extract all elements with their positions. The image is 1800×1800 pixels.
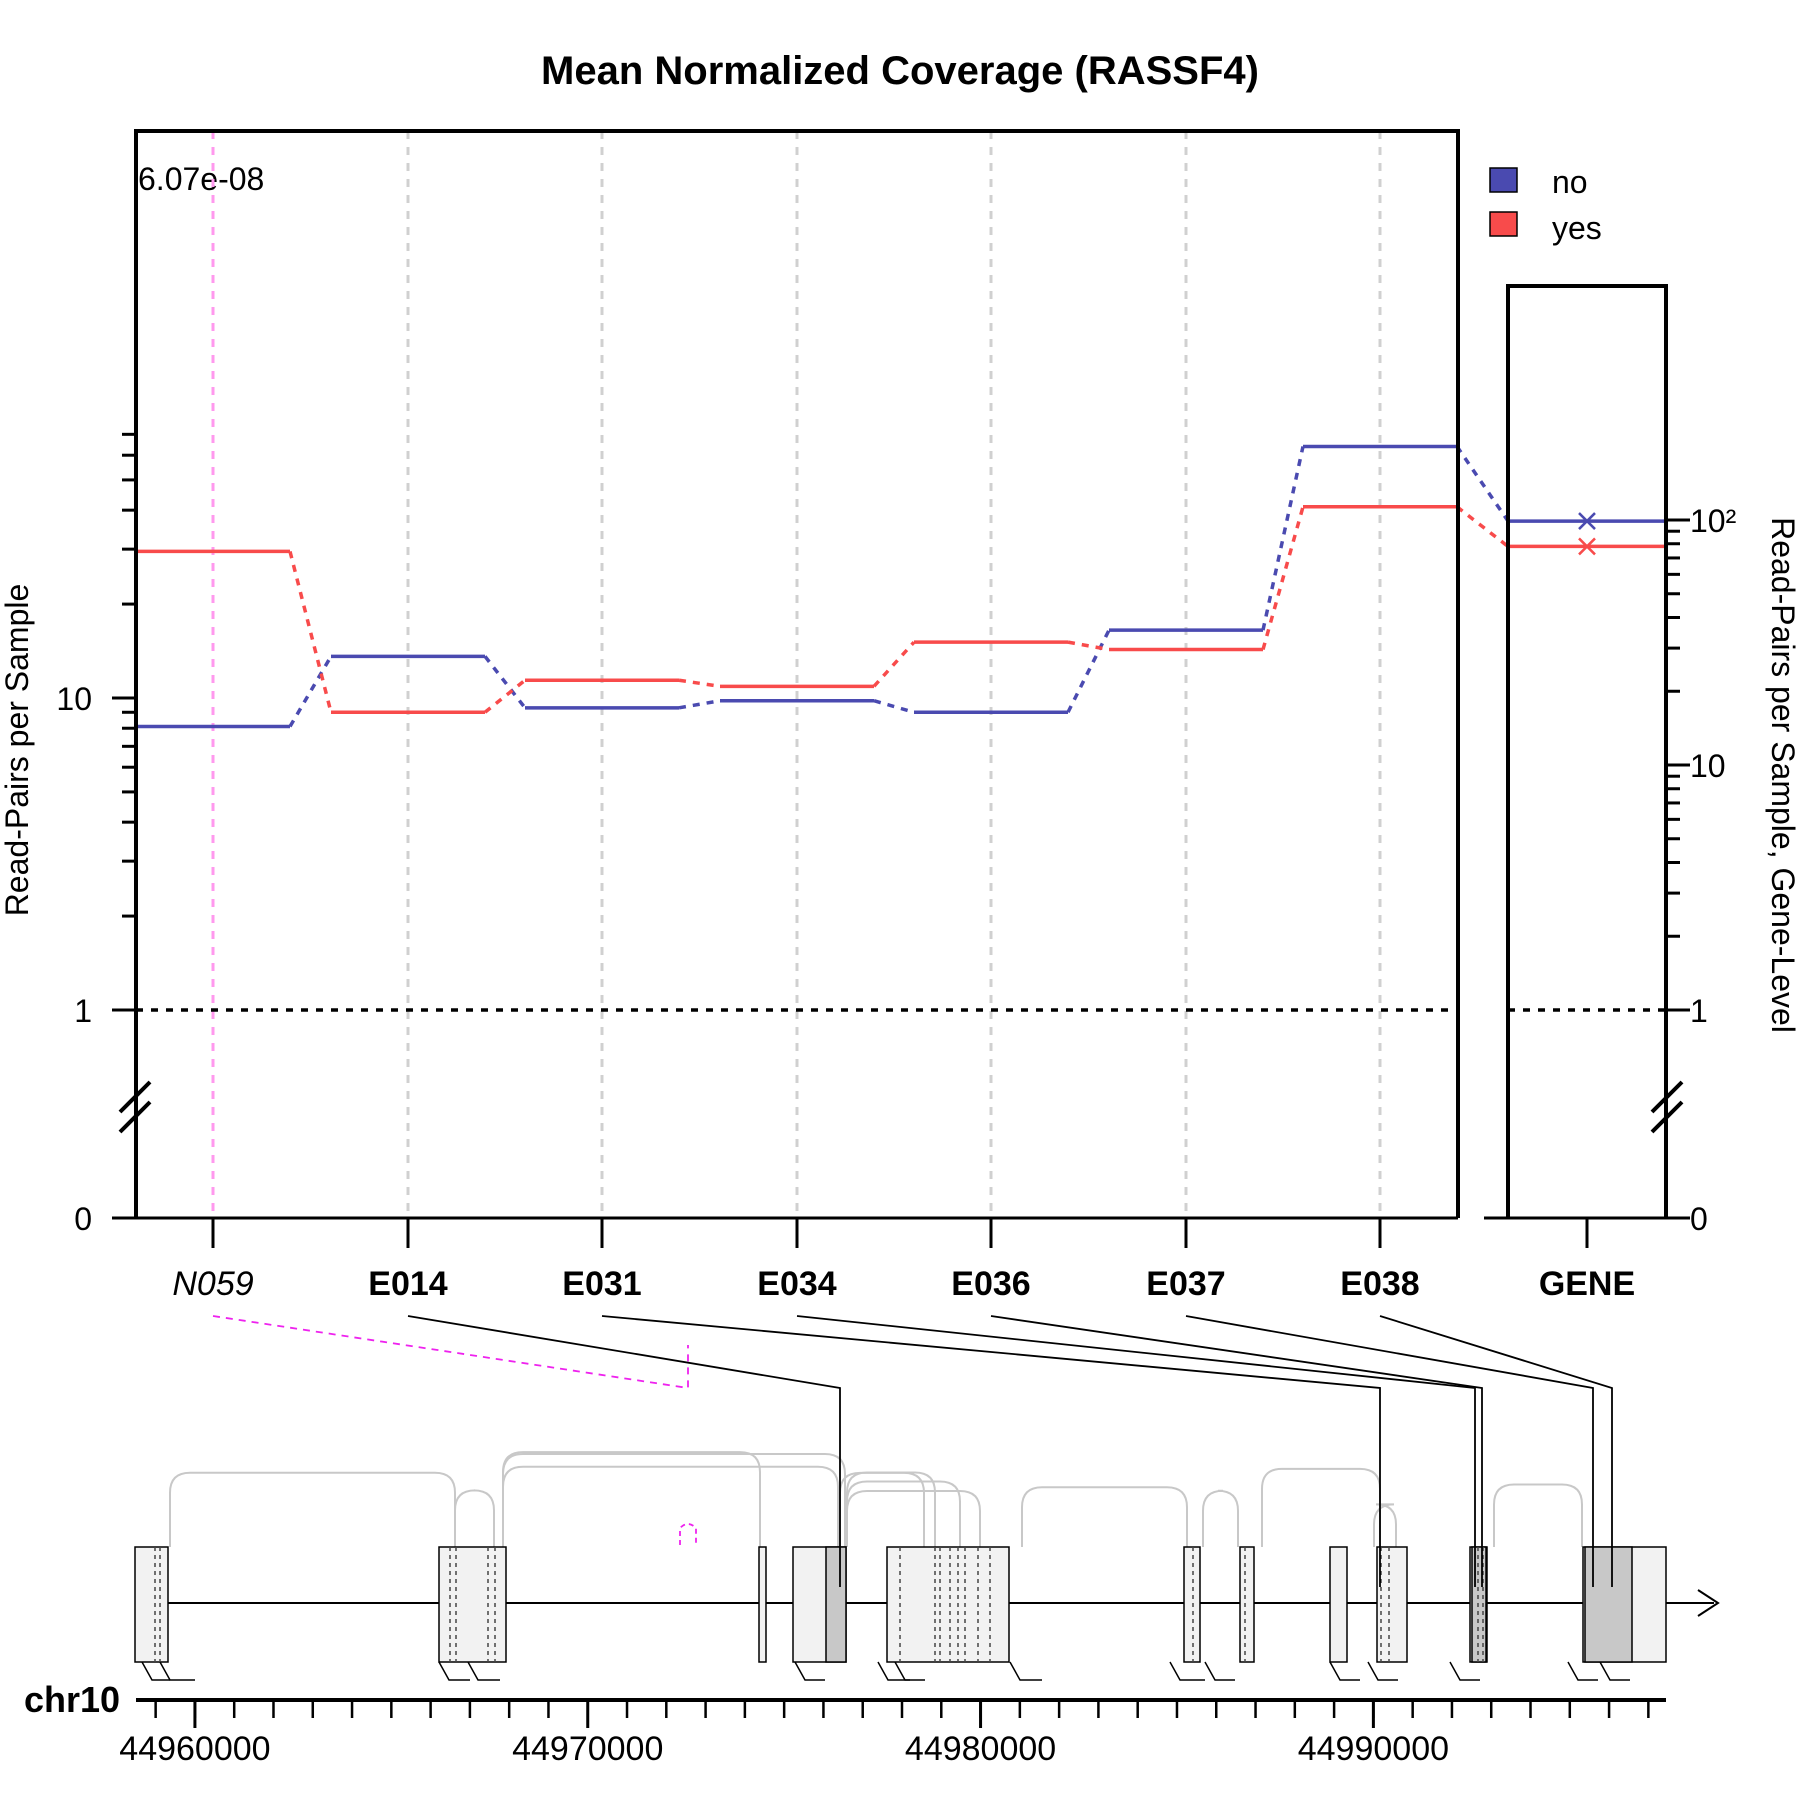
legend-label-no: no [1552, 164, 1588, 200]
splice-junction-arc [839, 1471, 925, 1547]
gene-panel-frame [1506, 284, 1668, 1218]
gene-y-tick-label: 10 [1690, 748, 1726, 784]
splice-junction-arc [454, 1489, 495, 1547]
chart-title: Mean Normalized Coverage (RASSF4) [541, 49, 1259, 93]
feature-mapping-connector [1185, 1315, 1594, 1587]
exon-box [1239, 1546, 1255, 1663]
exon-foot [794, 1661, 825, 1681]
genome-tick-label: 44980000 [905, 1730, 1056, 1768]
novel-junction-connector [212, 1315, 689, 1390]
gene-y-tick-label: 10² [1690, 503, 1737, 539]
splice-junction-arc [846, 1490, 981, 1547]
exon-foot [1204, 1661, 1235, 1681]
exon-foot [1449, 1661, 1480, 1681]
exon-box [438, 1546, 507, 1663]
splice-junction-arc [502, 1452, 846, 1547]
exon-foot [1567, 1661, 1598, 1681]
exon-foot [159, 1661, 195, 1681]
series-connector-no [873, 699, 915, 714]
feature-label-E014: E014 [368, 1265, 447, 1303]
series-gene-connector-yes [1455, 505, 1510, 548]
legend-swatch-yes [1489, 211, 1518, 237]
exon-foot [1009, 1661, 1042, 1681]
splice-junction-arc [169, 1471, 456, 1547]
genome-tick-label: 44960000 [119, 1730, 270, 1768]
exon-foot [467, 1661, 500, 1681]
exon-box [1183, 1546, 1201, 1663]
exon-foot [877, 1661, 910, 1681]
splice-junction-arc [1202, 1489, 1239, 1547]
series-connector-yes [1261, 506, 1305, 651]
splice-junction-arc [1373, 1503, 1397, 1547]
exon-foot [141, 1661, 170, 1681]
y-tick-label: 1 [74, 993, 92, 1029]
series-connector-no [483, 655, 527, 709]
splice-junction-arc [1493, 1483, 1583, 1547]
chromosome-label: chr10 [24, 1679, 120, 1720]
y-axis-title: Read-Pairs per Sample [0, 584, 35, 917]
series-connector-yes [872, 640, 916, 688]
genome-tick-label: 44970000 [512, 1730, 663, 1768]
gene-y-tick-label: 0 [1690, 1201, 1708, 1237]
series-gene-connector-no [1455, 445, 1510, 523]
exon-foot [1367, 1661, 1398, 1681]
exon-highlight [825, 1546, 847, 1663]
exon-foot [894, 1661, 925, 1681]
series-connector-no [678, 699, 721, 710]
exon-box [758, 1546, 767, 1663]
feature-mapping-connector [407, 1315, 841, 1587]
exon-foot [1329, 1661, 1360, 1681]
pvalue-label: 6.07e-08 [138, 161, 264, 197]
feature-mapping-connector [796, 1315, 1476, 1587]
exon-highlight [1584, 1546, 1633, 1663]
exon-box [1329, 1546, 1348, 1663]
feature-label-E036: E036 [951, 1265, 1030, 1303]
feature-mapping-connector [990, 1315, 1483, 1587]
feature-label-E037: E037 [1146, 1265, 1225, 1303]
gene-level-marker-yes [1578, 537, 1596, 556]
y-tick-label: 10 [56, 681, 92, 717]
exon-box [134, 1546, 169, 1663]
splice-junction-arc [1261, 1467, 1381, 1547]
splice-junction-arc [846, 1471, 936, 1547]
gene-level-marker-no [1578, 512, 1596, 530]
feature-label-N059: N059 [172, 1265, 253, 1303]
exon-foot [1169, 1661, 1205, 1681]
exon-box [886, 1546, 1010, 1663]
plot-frame [134, 129, 1460, 1218]
strand-arrow [1697, 1589, 1720, 1617]
feature-mapping-connector [1379, 1315, 1613, 1587]
splice-junction-arc [846, 1480, 961, 1547]
gene-y-tick-label: 1 [1690, 993, 1708, 1029]
chart-body: 0 1 10 0 1 10 10² N059 E014 E031 E034 E036 E037 E038 G… [56, 129, 1737, 1768]
axis-break-right [1650, 1080, 1684, 1134]
splice-junction-arc [502, 1465, 839, 1547]
series-connector-yes [1067, 640, 1110, 652]
feature-label-E038: E038 [1340, 1265, 1419, 1303]
splice-junction-arc [1021, 1486, 1188, 1547]
series-connector-no [1261, 446, 1305, 631]
legend-label-yes: yes [1552, 210, 1602, 246]
feature-label-E034: E034 [757, 1265, 836, 1303]
axis-break-left [118, 1080, 152, 1134]
exon-foot [438, 1661, 470, 1681]
feature-mapping-connector [601, 1315, 1381, 1587]
legend-swatch-no [1489, 167, 1518, 193]
exon-foot [1599, 1661, 1630, 1681]
series-connector-yes [678, 678, 721, 689]
series-connector-no [1066, 629, 1111, 714]
novel-junction-marker [679, 1523, 697, 1545]
exon-box [1376, 1546, 1408, 1663]
feature-label-E031: E031 [562, 1265, 641, 1303]
genome-tick-label: 44990000 [1298, 1730, 1449, 1768]
gene-category-label: GENE [1539, 1265, 1635, 1303]
y-axis-title-right: Read-Pairs per Sample, Gene-Level [1765, 517, 1800, 1033]
y-tick-label: 0 [74, 1201, 92, 1237]
series-connector-yes [483, 678, 527, 714]
